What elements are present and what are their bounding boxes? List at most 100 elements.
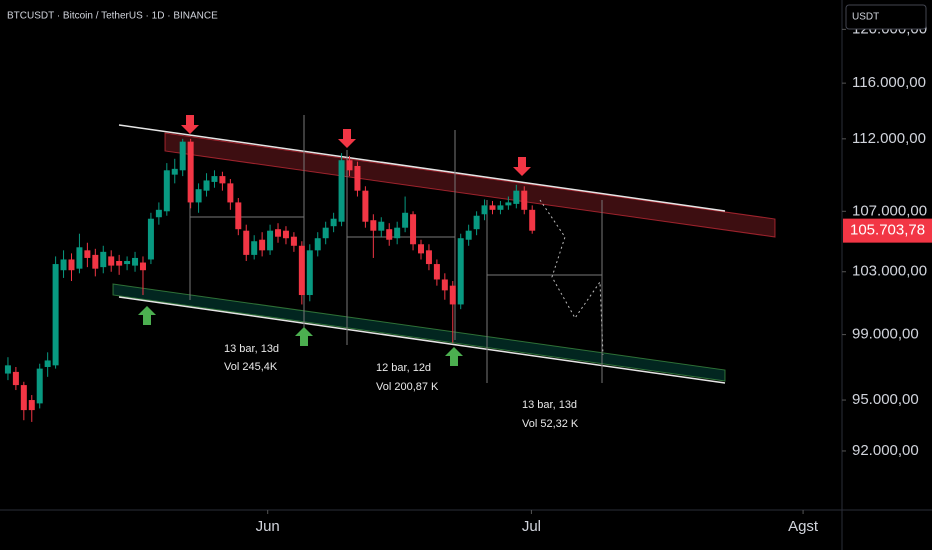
candle-body [386,229,393,240]
candle-body [267,230,274,251]
candle-body [314,238,321,251]
candle-body [4,365,11,374]
price-axis [842,0,932,550]
candle-body [92,254,99,269]
candle-body [418,244,424,254]
candle-body [489,205,496,210]
candle-body [227,183,234,203]
annotation: 12 bar, 12d [376,362,431,374]
candle-body [36,368,43,404]
support-line [118,296,726,384]
candle-body [529,209,536,231]
resistance-line [118,124,726,212]
candle-body [155,209,162,218]
candle-body [132,257,139,266]
candle-body [259,239,266,251]
candle-body [425,250,432,265]
candle-body [354,165,361,191]
candle-body [243,230,250,255]
candle-body [211,176,218,182]
candle-body [219,176,226,184]
currency-button[interactable] [845,4,927,30]
y-tick-label: 92.000,00 [852,442,919,459]
up-arrow [445,347,463,366]
y-tick-label: 99.000,00 [852,326,919,343]
down-arrow [181,115,199,134]
candle-body [44,360,51,367]
currency-label: USDT [852,12,879,23]
candle-body [513,190,520,204]
down-arrow [338,129,356,148]
projection-path [539,199,604,356]
candle-body [20,385,27,411]
candle-body [68,259,75,271]
y-tick-label: 116.000,00 [852,74,926,91]
symbol-title: BTCUSDT · Bitcoin / TetherUS · 1D · BINA… [7,11,218,22]
candle-body [282,230,289,239]
y-tick-label: 112.000,00 [852,130,926,147]
x-tick-label: Jun [256,518,280,535]
candle-body [235,202,242,230]
candle-body [410,214,417,245]
candle-body [163,170,170,212]
candle-body [60,259,67,271]
candle-body [338,160,345,222]
candle-body [481,205,488,215]
down-arrow [513,157,531,176]
candle-body [521,190,528,210]
candle-body [457,238,464,305]
candle-body [100,251,107,268]
candle-body [139,262,146,271]
candle-body [116,261,123,266]
up-arrow [138,306,156,325]
candle-body [346,160,353,171]
annotation: Vol 200,87 K [376,381,439,393]
up-arrow [295,327,313,346]
candle-body [12,371,19,386]
candle-body [402,212,409,228]
candle-body [52,264,59,366]
candle-body [298,245,305,296]
annotation: Vol 245,4K [224,361,278,373]
candle-body [449,285,456,305]
x-tick-label: Agst [788,518,819,535]
y-tick-label: 103.000,00 [852,263,927,280]
candle-body [28,400,35,411]
candle-body [84,250,91,258]
y-tick-label: 107.000,00 [852,202,927,219]
candle-body [171,168,178,175]
candles [4,138,536,422]
candle-body [187,141,194,203]
candle-body [76,247,83,269]
candle-body [322,227,329,239]
candle-body [362,190,369,222]
candle-body [203,180,210,191]
x-tick-label: Jul [522,518,541,535]
candle-body [275,229,282,237]
annotation: 13 bar, 13d [522,399,577,411]
candle-body [433,264,440,280]
candle-body [505,202,512,206]
annotation: Vol 52,32 K [522,418,579,430]
candle-body [290,236,297,246]
candle-body [465,230,472,240]
candle-body [306,250,313,296]
last-price-label: 105.703,78 [850,222,925,239]
candle-body [108,256,115,266]
last-price-box [843,218,932,243]
support-zone [112,283,726,382]
candle-body [251,241,258,255]
candle-body [330,218,337,227]
down-arrows [181,115,531,176]
candle-body [195,189,202,203]
candle-body [473,215,480,230]
candle-body [147,218,154,260]
annotation: 13 bar, 13d [224,343,279,355]
candle-body [370,220,377,231]
resistance-zone [164,132,776,238]
candle-body [441,279,448,291]
candle-body [394,227,401,239]
